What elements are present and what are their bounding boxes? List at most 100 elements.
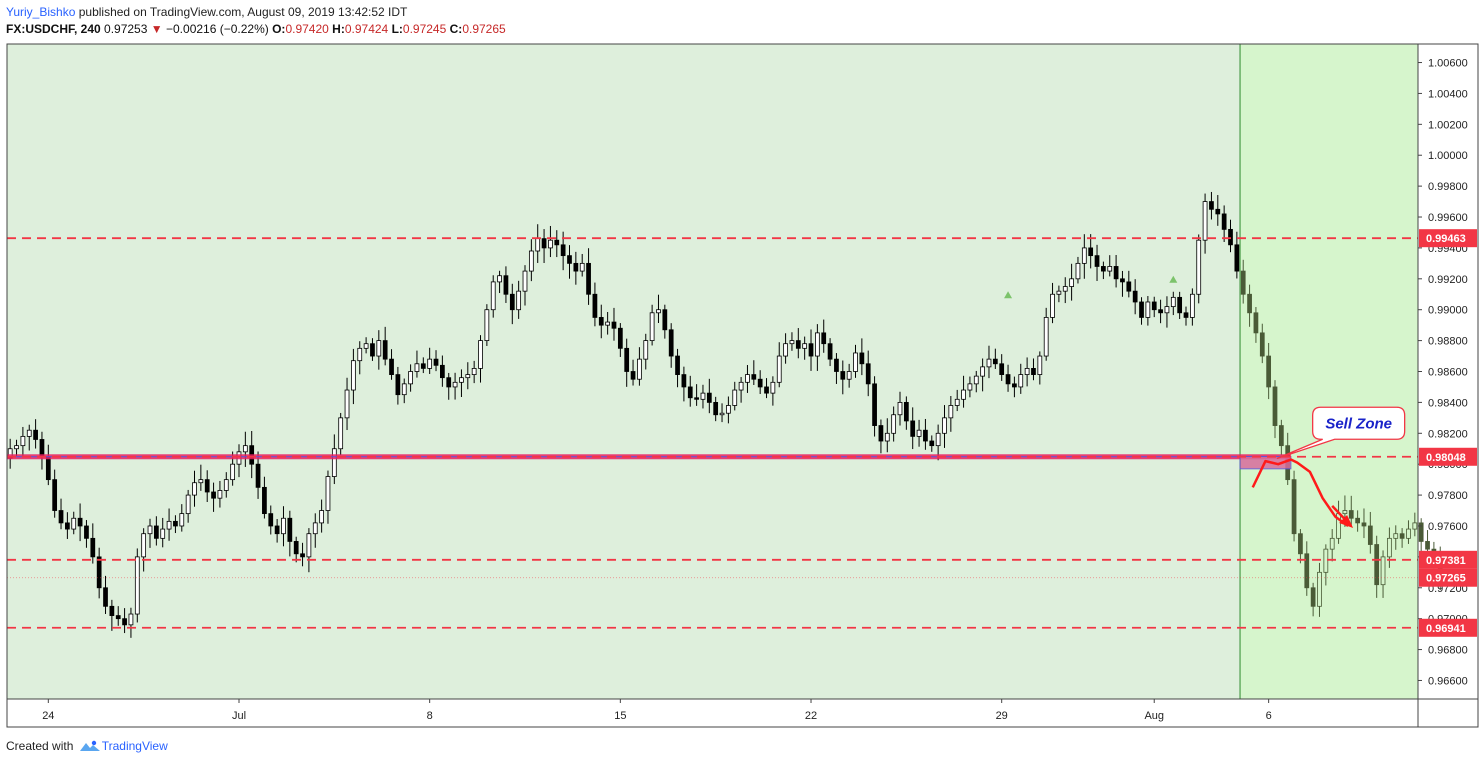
- candle-body: [942, 417, 947, 434]
- candle-body: [999, 363, 1005, 375]
- candle-body: [1425, 541, 1430, 550]
- candle-body: [687, 386, 693, 399]
- candle-body: [1278, 425, 1284, 447]
- candle-body: [986, 358, 992, 368]
- candle-body: [1177, 296, 1183, 314]
- candle-body: [1050, 293, 1055, 318]
- candle-body: [726, 405, 731, 414]
- price-level-badge-label: 0.98048: [1426, 452, 1466, 464]
- candle-body: [528, 250, 534, 272]
- candle-body: [713, 401, 719, 416]
- candle-body: [935, 432, 941, 447]
- candle-body: [560, 244, 566, 257]
- price-axis-tick-label: 1.00600: [1428, 58, 1468, 70]
- candle-body: [1266, 355, 1272, 388]
- candle-body: [395, 374, 401, 396]
- candle-body: [1107, 266, 1113, 272]
- price-axis-tick-label: 0.98600: [1428, 367, 1468, 379]
- candle-body: [509, 293, 515, 311]
- candle-body: [65, 522, 70, 530]
- candle-body: [96, 556, 102, 589]
- price-axis-tick-label: 1.00000: [1428, 150, 1468, 162]
- candle-body: [408, 371, 413, 385]
- candle-body: [1228, 228, 1233, 246]
- candle-body: [389, 358, 394, 375]
- candle-body: [700, 392, 706, 400]
- author-link[interactable]: Yuriy_Bishko: [6, 5, 76, 19]
- candle-body: [115, 615, 121, 620]
- price-axis-tick-label: 1.00200: [1428, 119, 1468, 131]
- candle-body: [1387, 537, 1392, 558]
- candle-body: [1126, 281, 1132, 292]
- candle-body: [992, 358, 998, 365]
- candle-body: [656, 309, 661, 314]
- price-axis-tick-label: 0.98200: [1428, 428, 1468, 440]
- candle-body: [783, 343, 788, 357]
- candle-body: [859, 352, 865, 365]
- candle-body: [630, 371, 636, 380]
- candle-body: [923, 429, 928, 442]
- candle-body: [586, 262, 591, 295]
- candle-body: [39, 439, 45, 457]
- candle-body: [1298, 533, 1303, 555]
- candle-body: [427, 358, 433, 369]
- high-label: H:: [332, 22, 345, 36]
- candle-body: [147, 525, 153, 535]
- candle-body: [478, 340, 483, 369]
- candle-body: [1075, 262, 1081, 280]
- candle-body: [1361, 522, 1367, 527]
- candle-body: [300, 553, 305, 558]
- candle-body: [1406, 528, 1411, 539]
- price-axis-tick-label: 0.99800: [1428, 181, 1468, 193]
- candle-body: [1412, 522, 1418, 530]
- candle-body: [1062, 286, 1068, 292]
- candle-body: [1043, 317, 1049, 357]
- price-axis-tick-label: 0.96600: [1428, 675, 1468, 687]
- candle-body: [274, 525, 280, 535]
- candle-body: [961, 389, 966, 400]
- footer: Created with TradingView: [6, 739, 168, 753]
- candle-body: [1037, 355, 1043, 375]
- candle-body: [211, 491, 216, 499]
- candle-body: [1304, 553, 1310, 589]
- candle-body: [338, 417, 344, 450]
- candle-body: [535, 238, 541, 252]
- candle-body: [262, 486, 267, 515]
- price-level-badge-label: 0.96941: [1426, 623, 1466, 635]
- candle-body: [1348, 510, 1354, 519]
- candle-body: [853, 352, 858, 372]
- candle-body: [872, 383, 877, 426]
- candle-body: [1418, 522, 1424, 542]
- price-axis-tick-label: 0.99600: [1428, 212, 1468, 224]
- candle-body: [1374, 544, 1380, 586]
- candle-body: [1024, 368, 1030, 375]
- candle-body: [1196, 239, 1202, 295]
- candle-body: [14, 445, 19, 450]
- candle-body: [401, 383, 407, 396]
- candle-body: [624, 347, 630, 372]
- sell-zone-callout-text: Sell Zone: [1325, 415, 1392, 432]
- candle-body: [1259, 332, 1265, 357]
- candle-body: [77, 517, 83, 527]
- candle-body: [1215, 208, 1221, 215]
- candle-body: [490, 281, 496, 311]
- candle-body: [548, 239, 553, 249]
- candle-body: [1088, 247, 1094, 257]
- candle-body: [611, 321, 617, 329]
- candle-body: [503, 275, 509, 295]
- candle-body: [954, 398, 960, 406]
- candle-body: [757, 378, 763, 388]
- candle-body: [891, 414, 897, 434]
- tradingview-brand[interactable]: TradingView: [101, 739, 168, 753]
- price-axis-tick-label: 0.97600: [1428, 521, 1468, 533]
- candle-body: [281, 517, 286, 535]
- candle-body: [20, 435, 26, 447]
- open-label: O:: [272, 22, 286, 36]
- time-axis-tick-label: 8: [427, 710, 433, 722]
- candle-body: [414, 363, 420, 372]
- candle-body: [1031, 368, 1036, 375]
- candle-body: [1056, 290, 1062, 295]
- candle-body: [834, 358, 839, 372]
- candle-body: [745, 374, 750, 383]
